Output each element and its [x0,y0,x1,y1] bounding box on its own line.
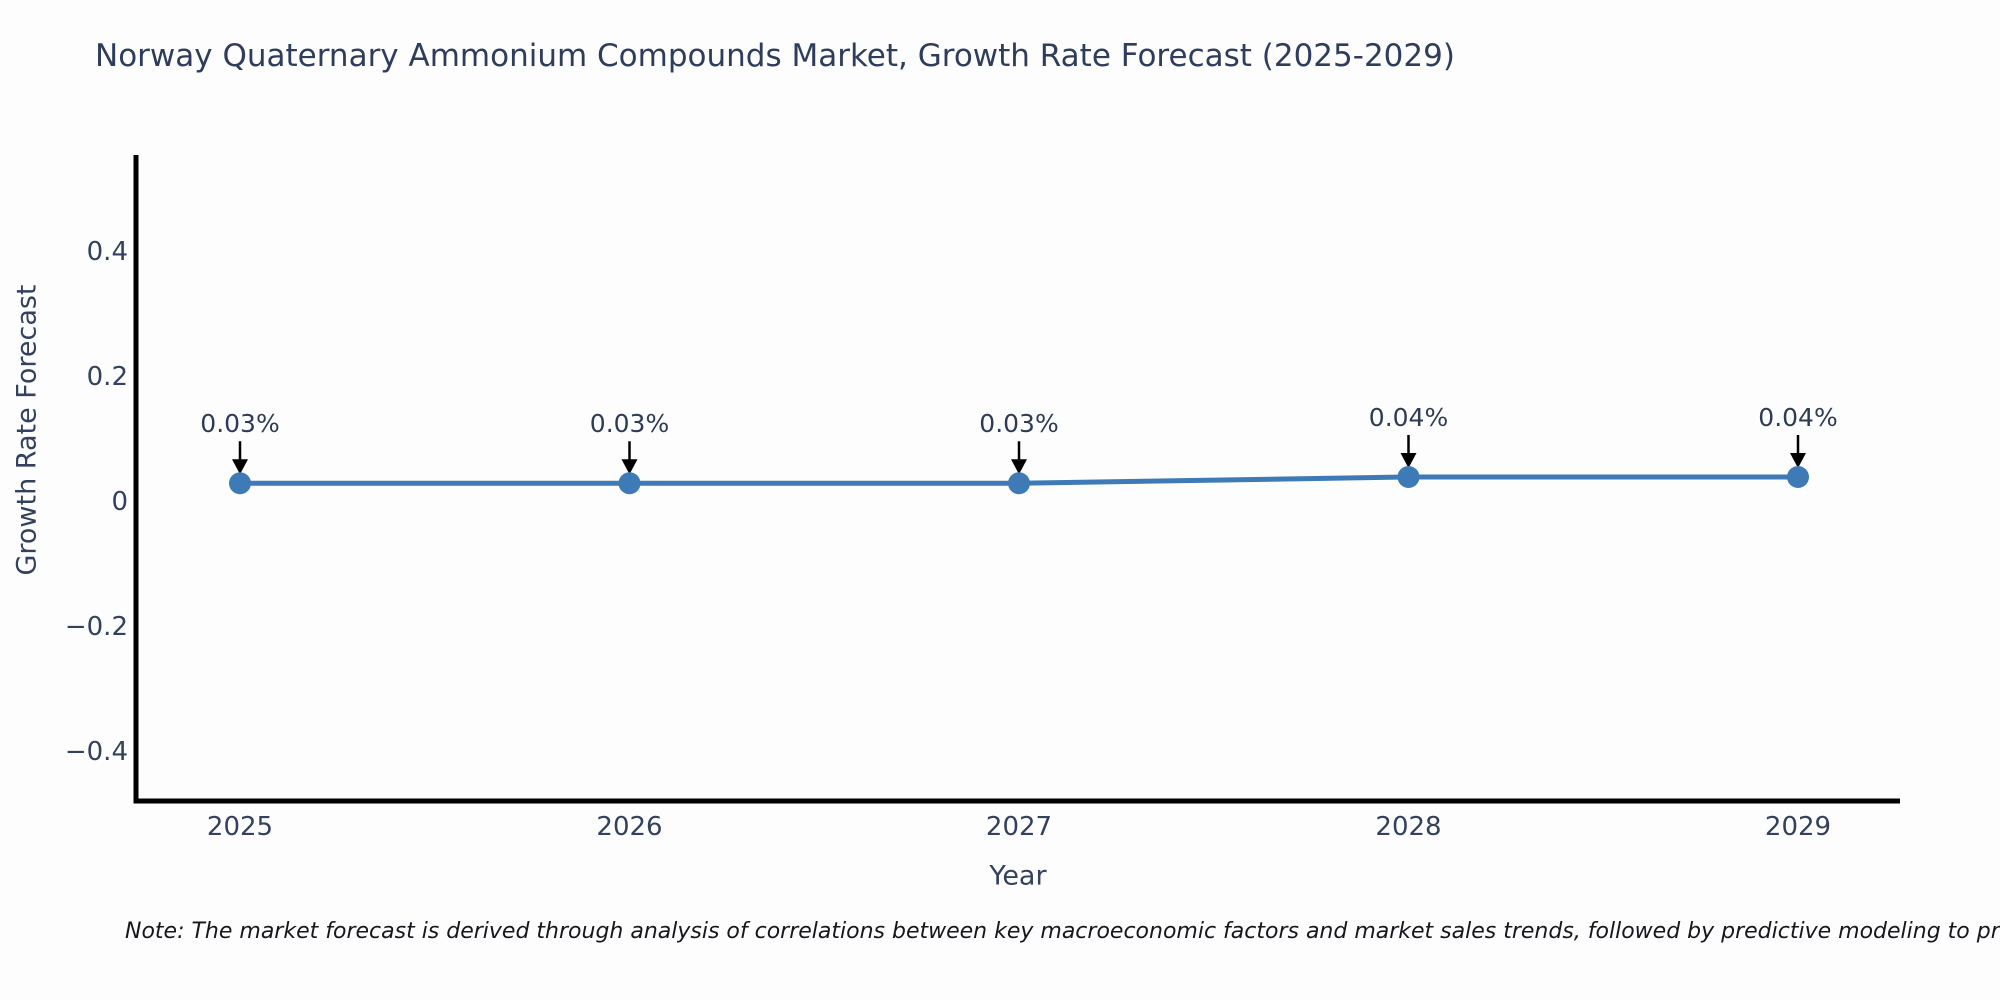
data-point-value-label: 0.03% [200,409,280,439]
y-tick-label: 0 [111,487,128,517]
data-point-marker [229,472,251,495]
x-tick-label: 2029 [1764,812,1832,842]
data-point-value-label: 0.04% [1758,403,1838,432]
data-point-marker [1008,472,1030,495]
x-axis-label: Year [989,860,1047,892]
data-point-value-label: 0.03% [979,409,1059,439]
y-tick-label: −0.4 [64,737,128,767]
x-tick-label: 2027 [985,812,1053,842]
x-tick-label: 2026 [596,812,663,842]
data-point-marker [618,472,641,495]
y-tick-label: 0.4 [86,237,128,267]
chart-title: Norway Quaternary Ammonium Compounds Mar… [95,38,1455,74]
annotation-arrow-head [1011,459,1027,475]
data-point-value-label: 0.03% [589,409,670,439]
footnote-text: Note: The market forecast is derived thr… [125,919,2000,944]
annotation-arrow-head [232,459,248,475]
x-tick-label: 2028 [1375,812,1442,842]
x-tick-label: 2025 [206,812,274,842]
y-tick-label: 0.2 [86,362,128,392]
y-axis-label: Growth Rate Forecast [11,284,43,576]
data-point-marker [1787,466,1809,488]
data-point-marker [1397,466,1420,488]
annotation-arrow-head [621,459,638,475]
annotation-arrow-head [1400,453,1417,468]
data-point-value-label: 0.04% [1368,403,1449,432]
y-tick-label: −0.2 [64,612,128,642]
annotation-arrow-head [1790,453,1806,468]
